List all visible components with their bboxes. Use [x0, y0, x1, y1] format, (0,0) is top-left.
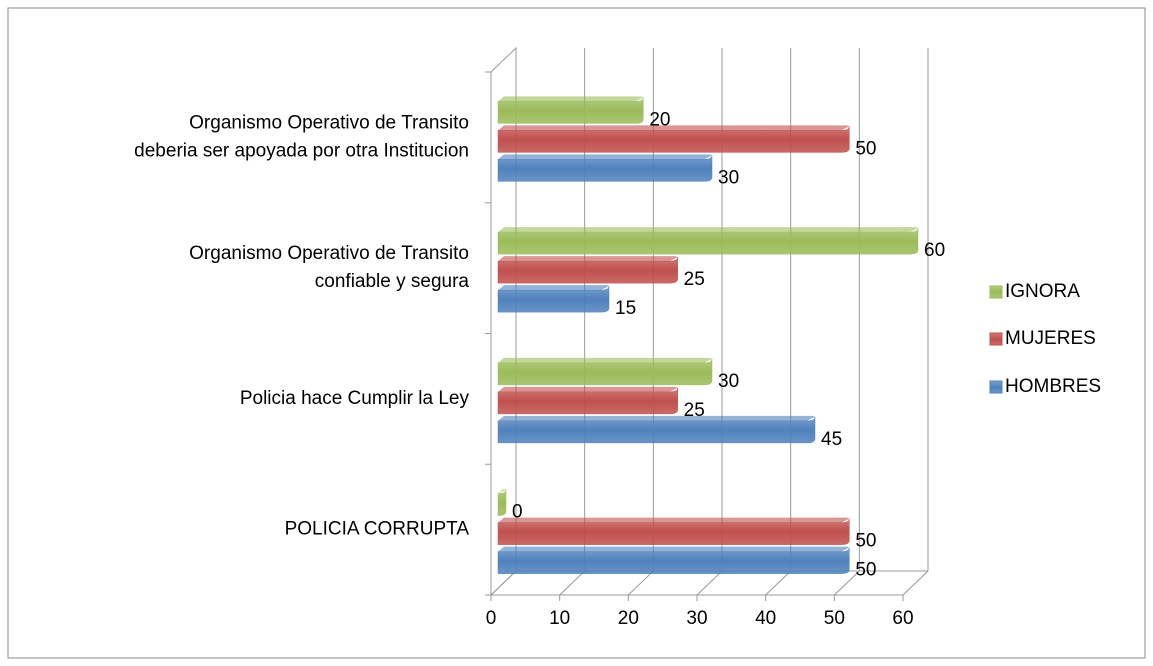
bar-top [498, 488, 506, 494]
bar-top [498, 154, 712, 160]
bar-top [498, 386, 678, 392]
bar [497, 489, 507, 516]
bar-top [498, 256, 678, 262]
value-label: 50 [855, 138, 876, 159]
value-label: 25 [684, 400, 705, 421]
value-label: 15 [615, 298, 636, 319]
bar-top [498, 517, 850, 523]
grid-line-floor [696, 570, 723, 596]
bar-top [498, 357, 712, 363]
y-tick-label: POLICIA CORRUPTA [285, 519, 470, 540]
y-tick-label: Policia hace Cumplir la Ley [240, 388, 470, 409]
value-label: 0 [512, 502, 523, 523]
grid-line-floor [765, 570, 792, 596]
bar [497, 358, 713, 386]
bar [497, 547, 850, 574]
value-label: 25 [684, 269, 705, 290]
grid-line-floor [559, 570, 586, 596]
bar [497, 416, 816, 444]
x-tick-label: 50 [824, 608, 845, 629]
grid-line-floor [902, 570, 929, 596]
value-label: 45 [821, 429, 842, 450]
bar [497, 257, 678, 284]
x-tick-label: 30 [686, 608, 707, 629]
bar-top [498, 125, 850, 131]
x-tick-label: 40 [755, 608, 776, 629]
legend-swatch [989, 285, 1003, 299]
value-label: 60 [924, 240, 945, 261]
legend-label: IGNORA [1005, 281, 1080, 302]
x-tick-label: 10 [549, 608, 570, 629]
value-label: 30 [718, 371, 739, 392]
value-label: 20 [649, 109, 670, 130]
legend-swatch [989, 332, 1003, 346]
grid-line-floor [490, 570, 517, 596]
value-label: 30 [718, 167, 739, 188]
x-tick-label: 60 [892, 608, 913, 629]
bar [497, 97, 644, 124]
value-label: 50 [855, 560, 876, 581]
grid-line-floor [627, 570, 654, 596]
x-tick-label: 0 [486, 608, 497, 629]
x-tick-label: 20 [618, 608, 639, 629]
legend-swatch [989, 380, 1003, 394]
bar-top [498, 415, 815, 421]
bar [497, 518, 850, 545]
legend-label: HOMBRES [1005, 376, 1101, 397]
y-tick-label: Organismo Operativo de Transito deberia s… [134, 112, 469, 161]
bar-top [498, 285, 609, 291]
bar-top [498, 96, 644, 102]
bar [497, 155, 713, 182]
legend-label: MUJERES [1005, 328, 1096, 349]
bar-top [498, 227, 918, 233]
bar-top [498, 546, 850, 552]
bar [497, 286, 610, 313]
bar [497, 387, 678, 415]
bar [497, 228, 919, 255]
value-label: 50 [855, 531, 876, 552]
bar [497, 126, 850, 153]
y-tick-label: Organismo Operativo de Transito confiable… [189, 243, 469, 292]
grid-line-floor [833, 570, 860, 596]
